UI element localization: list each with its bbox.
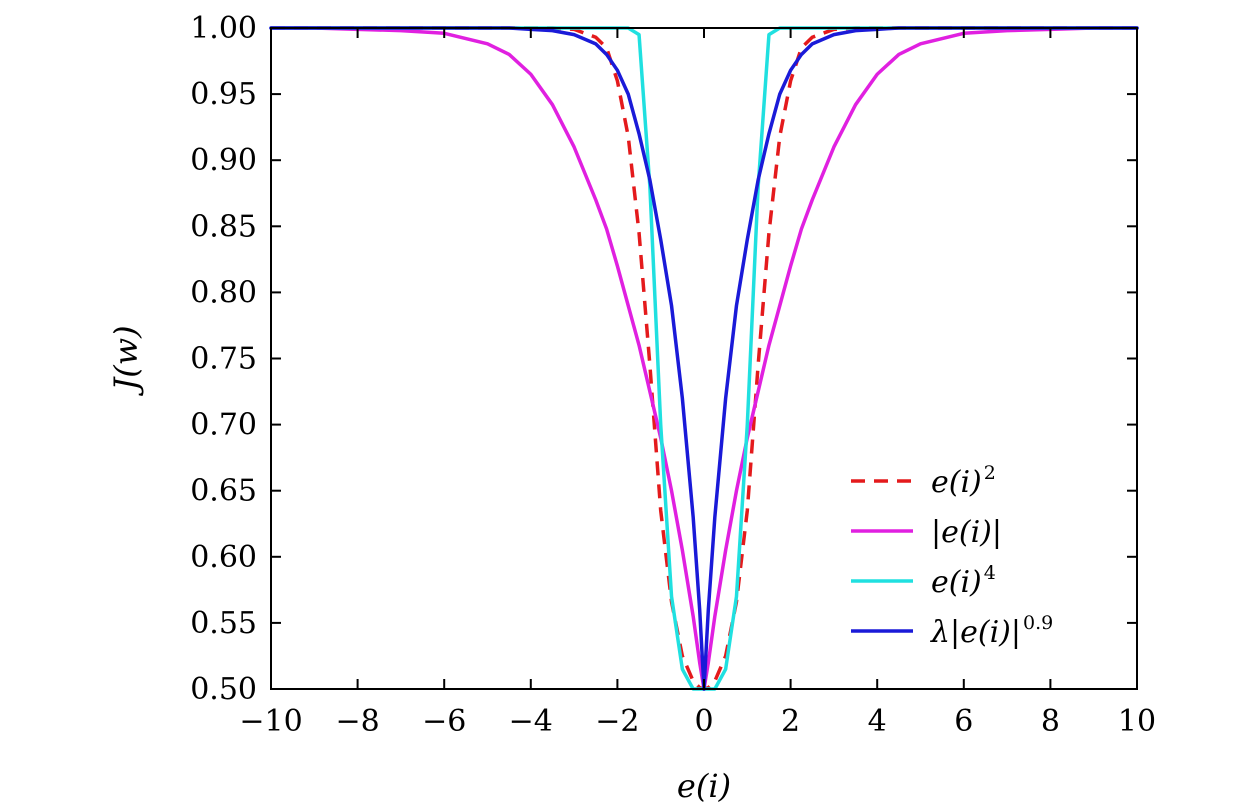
y-tick-label: 0.80: [190, 275, 257, 310]
legend-label-2: |e(i)|: [931, 515, 1002, 550]
legend-label-4: λ|e(i)| 0.9: [930, 612, 1053, 650]
series-line-3: [269, 26, 1139, 691]
x-tick-label: −4: [509, 704, 553, 739]
y-tick-label: 0.75: [190, 342, 257, 377]
plot-frame: [270, 27, 1138, 690]
y-tick-label: 1.00: [190, 11, 257, 46]
tick-layer: −10 −8 −6 −4 −2 0 2 4 6 8 10 0.50 0.55 0.60 0.65 0.70 0.…: [190, 11, 1156, 739]
y-tick-label: 0.90: [190, 143, 257, 178]
series-line-4: [269, 26, 1139, 691]
x-tick-label: −8: [335, 704, 379, 739]
x-tick-label: −10: [239, 704, 302, 739]
y-tick-label: 0.85: [190, 209, 257, 244]
y-tick-label: 0.55: [190, 606, 257, 641]
x-tick-label: 2: [781, 704, 800, 739]
y-tick-label: 0.70: [190, 408, 257, 443]
x-tick-label: 8: [1041, 704, 1060, 739]
x-tick-label: 10: [1118, 704, 1156, 739]
y-tick-label: 0.65: [190, 474, 257, 509]
x-axis-label: e(i): [677, 767, 731, 805]
series-layer: [269, 26, 1139, 691]
legend: e(i) 2 |e(i)| e(i) 4 λ|e(i)| 0.9: [851, 462, 1053, 650]
y-axis-label: J(w): [107, 325, 145, 396]
x-tick-label: 0: [694, 704, 713, 739]
x-tick-label: 4: [868, 704, 887, 739]
legend-label-1: e(i) 2: [931, 462, 996, 500]
x-tick-label: −6: [422, 704, 466, 739]
series-line-2: [269, 26, 1139, 691]
y-tick-label: 0.50: [190, 672, 257, 707]
series-line-1: [271, 26, 1137, 691]
x-tick-label: −2: [595, 704, 639, 739]
y-tick-label: 0.95: [190, 77, 257, 112]
legend-label-3: e(i) 4: [931, 562, 996, 600]
y-tick-label: 0.60: [190, 540, 257, 575]
x-tick-label: 6: [954, 704, 973, 739]
